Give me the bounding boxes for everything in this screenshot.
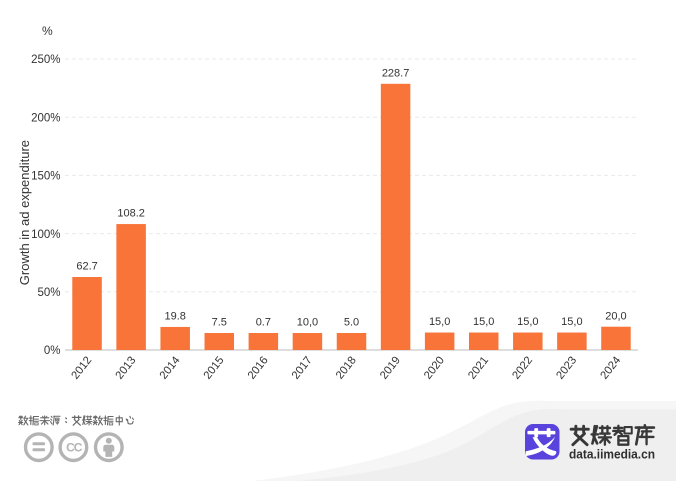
svg-text:100%: 100% xyxy=(31,229,60,241)
svg-text:15,0: 15,0 xyxy=(473,316,494,328)
svg-text:50%: 50% xyxy=(37,287,60,299)
svg-text:20,0: 20,0 xyxy=(605,310,626,322)
svg-text:62.7: 62.7 xyxy=(76,261,97,273)
svg-text:10,0: 10,0 xyxy=(297,317,318,329)
svg-text:data.iimedia.cn: data.iimedia.cn xyxy=(569,447,655,462)
svg-text:108.2: 108.2 xyxy=(117,208,145,220)
svg-text:7.5: 7.5 xyxy=(212,317,227,329)
svg-text:Growth in ad expenditure: Growth in ad expenditure xyxy=(17,140,32,285)
svg-text:CC: CC xyxy=(66,441,83,455)
svg-text:19.8: 19.8 xyxy=(164,311,185,323)
svg-text:228.7: 228.7 xyxy=(382,67,410,79)
svg-text:%: % xyxy=(42,24,53,38)
svg-text:15,0: 15,0 xyxy=(429,316,450,328)
svg-text:5.0: 5.0 xyxy=(344,317,359,329)
svg-text:0%: 0% xyxy=(44,345,61,357)
svg-text:15,0: 15,0 xyxy=(517,316,538,328)
svg-text:200%: 200% xyxy=(31,112,60,124)
svg-text:250%: 250% xyxy=(31,54,60,66)
svg-text:150%: 150% xyxy=(31,171,60,183)
svg-text:0.7: 0.7 xyxy=(256,317,271,329)
svg-text:15,0: 15,0 xyxy=(561,316,582,328)
